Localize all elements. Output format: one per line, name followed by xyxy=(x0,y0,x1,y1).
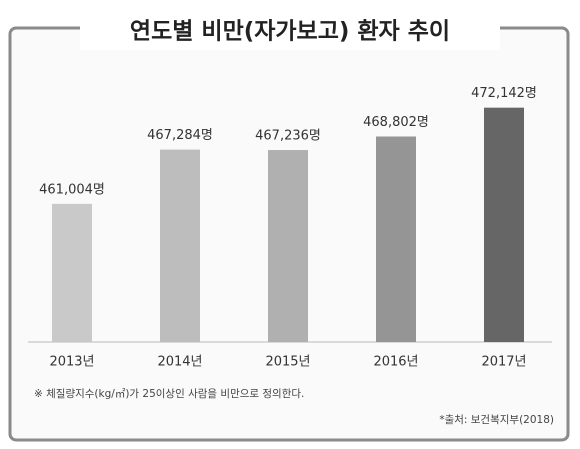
value-label: 467,284명 xyxy=(147,128,213,143)
x-tick-label: 2013년 xyxy=(49,355,94,370)
bar xyxy=(484,107,524,342)
x-tick-label: 2014년 xyxy=(157,355,202,370)
value-label: 468,802명 xyxy=(363,115,429,130)
source: *출처: 보건복지부(2018) xyxy=(439,414,554,426)
chart-title: 연도별 비만(자가보고) 환자 추이 xyxy=(130,19,450,45)
value-label: 472,142명 xyxy=(471,86,537,101)
x-tick-label: 2017년 xyxy=(481,355,526,370)
bar xyxy=(160,149,200,342)
bar xyxy=(376,136,416,342)
value-label: 467,236명 xyxy=(255,129,321,144)
value-label: 461,004명 xyxy=(39,182,105,197)
x-tick-label: 2016년 xyxy=(373,355,418,370)
x-tick-label: 2015년 xyxy=(265,355,310,370)
bar xyxy=(52,203,92,342)
title-box xyxy=(80,10,500,50)
bar xyxy=(268,150,308,342)
footnote: ※ 체질량지수(kg/㎡)가 25이상인 사람을 비만으로 정의한다. xyxy=(34,387,304,400)
